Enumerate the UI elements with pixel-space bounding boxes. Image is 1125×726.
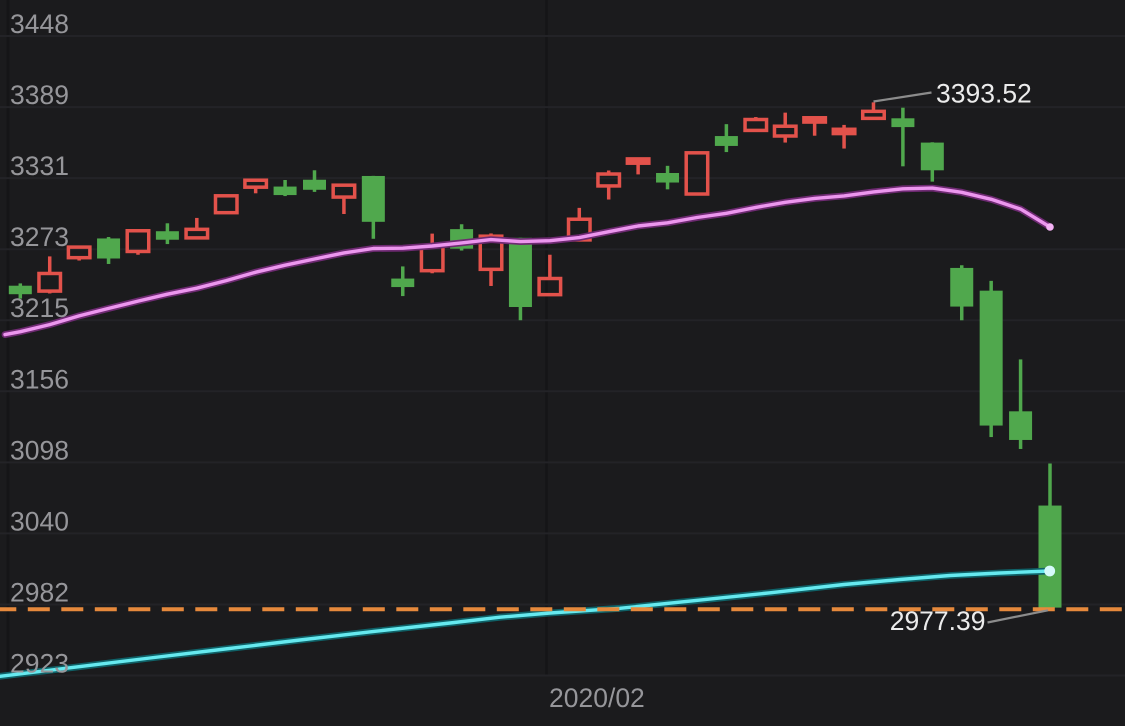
- svg-text:3448: 3448: [10, 9, 69, 39]
- svg-text:2982: 2982: [10, 578, 69, 608]
- svg-text:3393.52: 3393.52: [936, 79, 1032, 109]
- svg-text:3156: 3156: [10, 364, 69, 394]
- svg-text:3098: 3098: [10, 435, 69, 465]
- svg-text:3040: 3040: [10, 506, 69, 536]
- svg-text:2977.39: 2977.39: [890, 606, 986, 636]
- svg-text:3273: 3273: [10, 222, 69, 252]
- svg-text:3215: 3215: [10, 293, 69, 323]
- svg-text:2020/02: 2020/02: [549, 683, 645, 713]
- svg-text:2923: 2923: [10, 649, 69, 679]
- svg-text:3331: 3331: [10, 151, 69, 181]
- svg-text:3389: 3389: [10, 80, 69, 110]
